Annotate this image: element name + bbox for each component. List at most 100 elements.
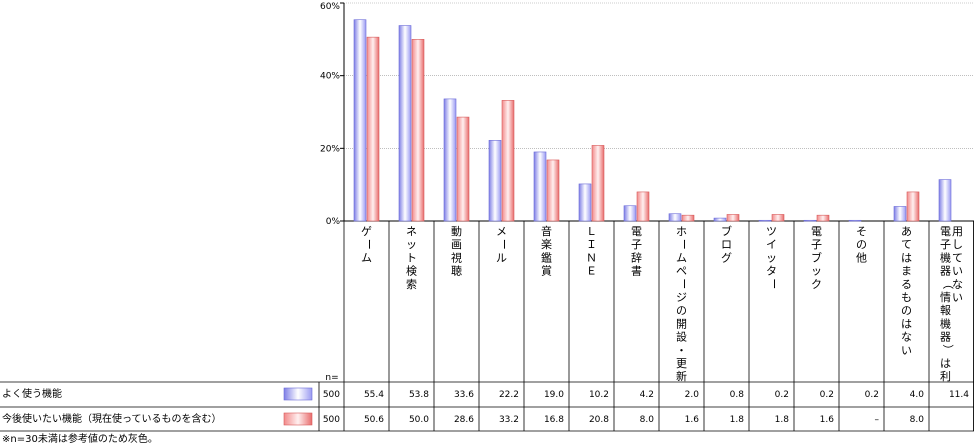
bar-current xyxy=(803,219,817,222)
category-char: る xyxy=(901,278,912,291)
legend-swatch xyxy=(283,387,313,401)
cell-value: 8.0 xyxy=(910,415,925,425)
bar-future xyxy=(591,145,605,222)
category-char: 他 xyxy=(856,251,867,264)
cell-value: – xyxy=(875,415,880,425)
footnote: ※n=30未満は参考値のため灰色。 xyxy=(2,432,158,445)
y-tick-label: 0% xyxy=(326,217,341,227)
category-char: い xyxy=(952,265,963,278)
category-char: は xyxy=(901,251,912,264)
category-char: ゲ xyxy=(361,225,372,238)
y-tick-label: 60% xyxy=(320,2,340,12)
category-char: 開 xyxy=(676,317,687,330)
bar-future xyxy=(366,36,380,222)
category-char: そ xyxy=(856,225,867,238)
category-char: 鑑 xyxy=(541,250,552,264)
bar-current xyxy=(623,205,637,222)
bar-current xyxy=(713,217,727,222)
cell-value: 16.8 xyxy=(544,415,564,425)
cell-value: 55.4 xyxy=(364,390,384,400)
category-char: ル xyxy=(496,251,507,264)
bar-current xyxy=(398,25,412,222)
category-char: て xyxy=(901,238,912,251)
category-char: 器 xyxy=(940,331,951,344)
category-char: ブ xyxy=(811,250,822,264)
category-char: 書 xyxy=(631,264,642,278)
category-char: 更 xyxy=(676,357,687,370)
category-char: ま xyxy=(901,265,912,278)
cell-value: 53.8 xyxy=(409,390,429,400)
category-char: グ xyxy=(721,250,732,264)
category-char: ホ xyxy=(676,225,687,238)
legend-swatch xyxy=(283,412,313,426)
bar-current xyxy=(668,213,682,222)
cell-value: 10.2 xyxy=(589,390,609,400)
category-char: 電 xyxy=(631,225,642,238)
cell-value: 0.2 xyxy=(820,390,834,400)
category-char: ム xyxy=(676,251,687,264)
category-char: 用 xyxy=(952,225,963,238)
category-char: 辞 xyxy=(631,250,642,264)
category-char: ） xyxy=(942,344,955,355)
category-char: は xyxy=(940,357,951,370)
category-char: 楽 xyxy=(541,238,552,251)
category-char: の xyxy=(901,304,912,317)
category-char: ー xyxy=(363,239,376,250)
category-char: Ｉ xyxy=(586,238,597,251)
bar-future xyxy=(411,39,425,222)
bar-current xyxy=(848,219,862,222)
n-header: n= xyxy=(325,373,338,383)
category-char: 聴 xyxy=(451,265,462,278)
bar-current xyxy=(938,179,952,222)
category-char: 設 xyxy=(676,330,687,344)
category-char: ト xyxy=(406,251,417,264)
category-char: の xyxy=(856,238,867,251)
category-char: も xyxy=(901,291,912,304)
cell-value: 8.0 xyxy=(640,415,655,425)
bar-current xyxy=(443,98,457,222)
cell-value: 0.8 xyxy=(730,390,745,400)
cell-value: 4.0 xyxy=(910,390,925,400)
cell-value: 33.6 xyxy=(454,390,474,400)
category-char: ッ xyxy=(811,265,822,278)
cell-value: 20.8 xyxy=(589,415,609,425)
category-char: て xyxy=(952,251,963,264)
cell-value: 28.6 xyxy=(454,415,474,425)
category-char: 音 xyxy=(541,224,552,238)
category-char: 子 xyxy=(811,238,822,251)
category-char: 新 xyxy=(676,369,687,383)
category-char: 賞 xyxy=(541,265,552,278)
bar-current xyxy=(758,219,772,222)
bar-current xyxy=(353,19,367,222)
y-tick-label: 20% xyxy=(320,144,340,154)
bar-future xyxy=(546,159,560,222)
cell-value: 0.2 xyxy=(865,390,879,400)
cell-value: 4.2 xyxy=(640,390,654,400)
cell-value: 1.8 xyxy=(730,415,745,425)
cell-value: 50.6 xyxy=(364,415,384,425)
category-char: い xyxy=(952,291,963,304)
category-char: あ xyxy=(901,225,912,238)
category-char: 電 xyxy=(940,225,951,238)
cell-value: 33.2 xyxy=(499,415,519,425)
cell-value: 0.2 xyxy=(775,390,789,400)
category-char: 機 xyxy=(940,250,951,264)
bar-future xyxy=(726,214,740,222)
category-char: 機 xyxy=(940,316,951,330)
category-char: ペ xyxy=(676,265,687,278)
category-char: 利 xyxy=(940,370,951,383)
category-char: 動 xyxy=(451,224,462,238)
bar-future xyxy=(501,100,515,222)
category-char: ー xyxy=(678,278,691,289)
series-label: 今後使いたい機能（現在使っているものを含む） xyxy=(2,412,222,425)
category-char: ー xyxy=(678,239,691,250)
category-char: イ xyxy=(766,238,777,251)
category-char: ム xyxy=(361,251,372,264)
cell-value: 1.6 xyxy=(685,415,700,425)
category-char: Ｌ xyxy=(586,225,597,238)
chart-bars xyxy=(353,19,952,222)
y-tick-label: 40% xyxy=(320,72,340,82)
bar-future xyxy=(771,214,785,222)
category-char: Ｅ xyxy=(586,265,597,278)
